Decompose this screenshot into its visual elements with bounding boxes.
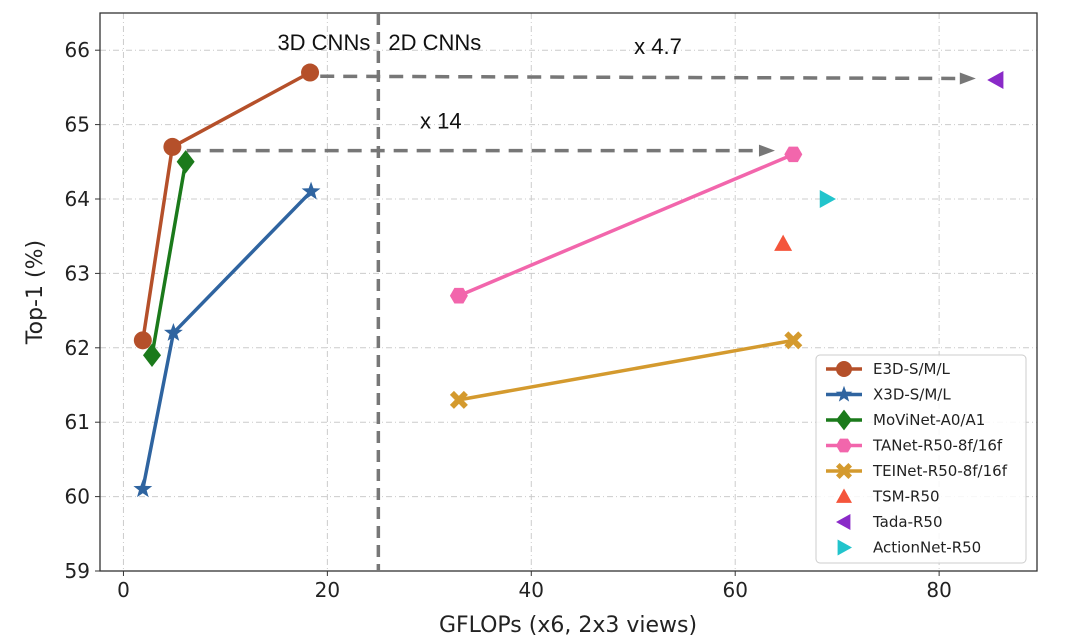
legend-marker [835, 385, 853, 402]
series-x3d-s-m-l [133, 181, 321, 498]
plot-frame [99, 12, 1038, 572]
legend-label: MoViNet-A0/A1 [873, 411, 985, 429]
ticks: 0 20 40 60 80 59 60 61 62 63 64 65 66 [65, 38, 952, 602]
arrow-label: x 14 [420, 109, 462, 134]
data-point-e3d-s-m-l [301, 63, 320, 82]
series-tsm-r50 [774, 234, 793, 251]
data-point-tanet-r50-8f-16f [449, 287, 468, 304]
legend-box [815, 354, 1027, 564]
arrow-label: x 4.7 [634, 34, 682, 59]
legend-label: TANet-R50-8f/16f [872, 437, 1003, 455]
data-point-tsm-r50 [774, 234, 793, 251]
legend-marker [836, 488, 852, 503]
x-tick-label: 40 [519, 578, 544, 602]
series-line-tanet-r50-8f-16f [458, 152, 795, 298]
arrow-head [758, 144, 775, 157]
data-point-x3d-s-m-l [163, 323, 183, 341]
series [133, 63, 1004, 498]
series-teinet-r50-8f-16f [449, 331, 803, 409]
y-tick-label: 62 [65, 336, 90, 360]
data-point-x3d-s-m-l [301, 181, 321, 200]
x-axis-label: GFLOPs (x6, 2x3 views) [439, 613, 697, 638]
y-axis-label: Top-1 (%) [23, 240, 48, 345]
arrows: x 4.7 x 14 [186, 34, 976, 157]
legend-marker [836, 438, 852, 453]
legend-marker [837, 539, 852, 556]
legend-marker [836, 361, 852, 377]
arrow-line [320, 74, 962, 81]
series-e3d-s-m-l [133, 63, 320, 350]
series-line-teinet-r50-8f-16f [458, 338, 794, 402]
y-tick-label: 59 [65, 559, 90, 583]
y-tick-label: 63 [65, 261, 90, 285]
label-3d-cnns: 3D CNNs [277, 30, 370, 55]
data-point-actionnet-r50 [819, 190, 836, 208]
x-tick-label: 60 [722, 578, 747, 602]
legend-marker [836, 514, 851, 530]
legend-label: TEINet-R50-8f/16f [872, 462, 1008, 480]
data-point-tanet-r50-8f-16f [784, 146, 803, 163]
legend-label: X3D-S/M/L [873, 386, 951, 404]
data-point-x3d-s-m-l [133, 479, 153, 498]
legend-label: ActionNet-R50 [873, 539, 981, 557]
series-movinet-a0-a1 [142, 150, 195, 367]
x-tick-label: 20 [315, 578, 340, 602]
series-tanet-r50-8f-16f [449, 146, 803, 304]
arrow-head [959, 72, 976, 85]
data-point-e3d-s-m-l [163, 137, 182, 156]
data-point-movinet-a0-a1 [142, 343, 161, 367]
series-actionnet-r50 [819, 190, 836, 208]
series-tada-r50 [987, 70, 1004, 89]
y-tick-label: 66 [65, 38, 90, 62]
y-tick-label: 60 [65, 485, 90, 509]
data-point-movinet-a0-a1 [176, 150, 195, 174]
label-2d-cnns: 2D CNNs [388, 30, 481, 55]
legend-marker [836, 463, 852, 479]
legend-marker [836, 409, 852, 431]
series-line-movinet-a0-a1 [150, 161, 188, 356]
data-point-e3d-s-m-l [133, 331, 152, 350]
legend-label: Tada-R50 [872, 513, 943, 531]
y-tick-label: 65 [65, 113, 90, 137]
data-point-teinet-r50-8f-16f [449, 390, 468, 409]
legend: E3D-S/M/L X3D-S/M/L MoViNet-A0/A1 TANet-R50… [815, 354, 1027, 564]
legend-label: E3D-S/M/L [873, 360, 951, 378]
y-tick-label: 64 [65, 187, 90, 211]
x-tick-label: 0 [117, 578, 130, 602]
data-point-teinet-r50-8f-16f [784, 331, 803, 350]
x-tick-label: 80 [926, 578, 951, 602]
y-tick-label: 61 [65, 410, 90, 434]
series-line-e3d-s-m-l [141, 70, 311, 341]
legend-label: TSM-R50 [872, 488, 940, 506]
data-point-tada-r50 [987, 70, 1004, 89]
